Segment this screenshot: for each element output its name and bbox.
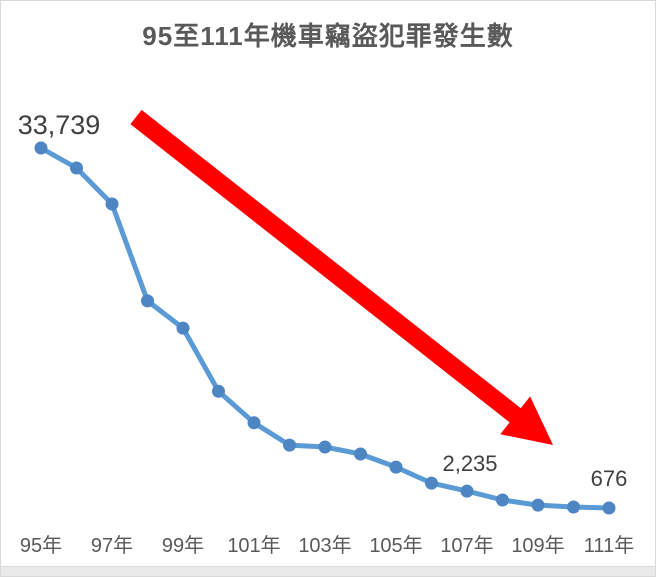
data-point xyxy=(531,498,545,512)
x-axis-tick-label: 107年 xyxy=(440,534,493,557)
x-axis-tick-label: 99年 xyxy=(162,534,204,557)
trend-line xyxy=(38,145,612,511)
data-label: 33,739 xyxy=(18,110,101,140)
data-label: 676 xyxy=(591,466,628,491)
data-point xyxy=(354,447,367,461)
data-point xyxy=(602,501,616,515)
x-axis-tick-label: 111年 xyxy=(584,534,634,557)
x-axis-tick-label: 97年 xyxy=(91,534,133,557)
x-axis-tick-label: 101年 xyxy=(227,534,280,557)
chart-title: 95至111年機車竊盜犯罪發生數 xyxy=(142,21,514,51)
x-axis-tick-label: 109年 xyxy=(511,534,564,557)
x-axis-tick-label: 95年 xyxy=(20,534,62,557)
data-label: 2,235 xyxy=(442,451,497,476)
x-axis-tick-label: 105年 xyxy=(369,534,422,557)
bottom-strip xyxy=(1,566,655,576)
data-point xyxy=(212,384,225,398)
data-point xyxy=(176,321,190,335)
data-point xyxy=(567,500,580,514)
data-point xyxy=(318,440,332,454)
data-point xyxy=(247,416,261,430)
data-point xyxy=(105,197,119,211)
data-point xyxy=(70,161,83,175)
x-axis-tick-label: 103年 xyxy=(298,534,351,557)
data-point xyxy=(460,484,474,498)
trend-arrow-icon xyxy=(130,109,553,446)
data-point xyxy=(496,493,509,507)
data-point xyxy=(141,294,154,308)
data-point xyxy=(34,141,48,155)
data-point xyxy=(283,438,296,452)
data-point xyxy=(425,476,438,490)
data-point xyxy=(389,460,403,474)
